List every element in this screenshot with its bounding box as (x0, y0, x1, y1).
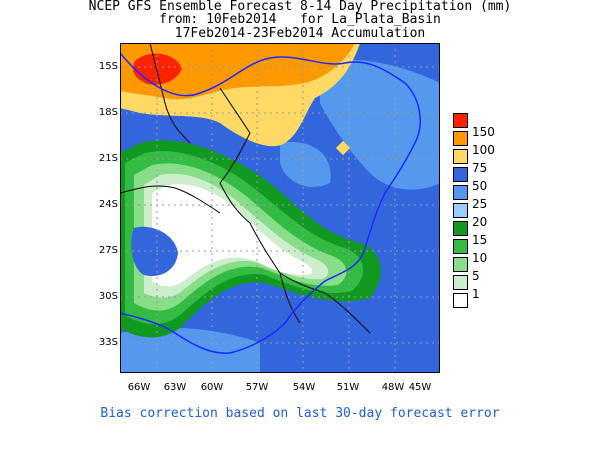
title-line-2: from: 10Feb2014 for La_Plata_Basin (159, 12, 441, 27)
lat-label-15s: 15S (98, 61, 118, 72)
lon-label-51w: 51W (336, 382, 360, 393)
bias-correction-note: Bias correction based on last 30-day for… (100, 406, 500, 421)
title-line-3: 17Feb2014-23Feb2014 Accumulation (174, 26, 426, 41)
lon-label-54w: 54W (292, 382, 316, 393)
legend-swatch-50 (453, 167, 468, 182)
title-line-1: NCEP GFS Ensemble Forecast 8-14 Day Prec… (88, 0, 512, 14)
legend-label-15: 15 (472, 233, 488, 247)
precip-150mm (133, 53, 182, 85)
legend-label-10: 10 (472, 251, 488, 265)
map-frame (120, 43, 440, 373)
precip-100mm (120, 43, 355, 100)
lon-label-45w: 45W (408, 382, 432, 393)
precip-25mm-central (280, 142, 331, 187)
legend-swatch-25 (453, 185, 468, 200)
precipitation-map (120, 43, 440, 373)
lon-label-57w: 57W (245, 382, 269, 393)
precip-75mm-spot (335, 140, 351, 156)
lat-label-33s: 33S (98, 337, 118, 348)
map-gridlines (120, 43, 440, 373)
lat-label-30s: 30S (98, 291, 118, 302)
lat-label-27s: 27S (98, 245, 118, 256)
legend-swatch-75 (453, 149, 468, 164)
legend-label-1: 1 (472, 287, 480, 301)
precip-50mm-blob (131, 226, 178, 277)
legend-swatch-150 (453, 113, 468, 128)
legend-swatch-20 (453, 203, 468, 218)
lon-label-66w: 66W (127, 382, 151, 393)
lat-label-21s: 21S (98, 153, 118, 164)
legend-label-20: 20 (472, 215, 488, 229)
legend-label-25: 25 (472, 197, 488, 211)
legend-label-5: 5 (472, 269, 480, 283)
legend-swatch-1 (453, 275, 468, 290)
lon-label-60w: 60W (200, 382, 224, 393)
precip-25mm-southwest (120, 327, 260, 373)
country-borders (120, 43, 371, 334)
legend-label-50: 50 (472, 179, 488, 193)
legend-swatch-5 (453, 257, 468, 272)
basin-outline (120, 52, 421, 354)
legend-swatch-15 (453, 221, 468, 236)
lon-label-48w: 48W (381, 382, 405, 393)
lat-label-18s: 18S (98, 107, 118, 118)
legend-label-75: 75 (472, 161, 488, 175)
lat-label-24s: 24S (98, 199, 118, 210)
legend-swatch-100 (453, 131, 468, 146)
lon-label-63w: 63W (163, 382, 187, 393)
legend-swatch-none (453, 293, 468, 308)
legend-label-150: 150 (472, 125, 495, 139)
legend-label-100: 100 (472, 143, 495, 157)
legend-swatch-10 (453, 239, 468, 254)
